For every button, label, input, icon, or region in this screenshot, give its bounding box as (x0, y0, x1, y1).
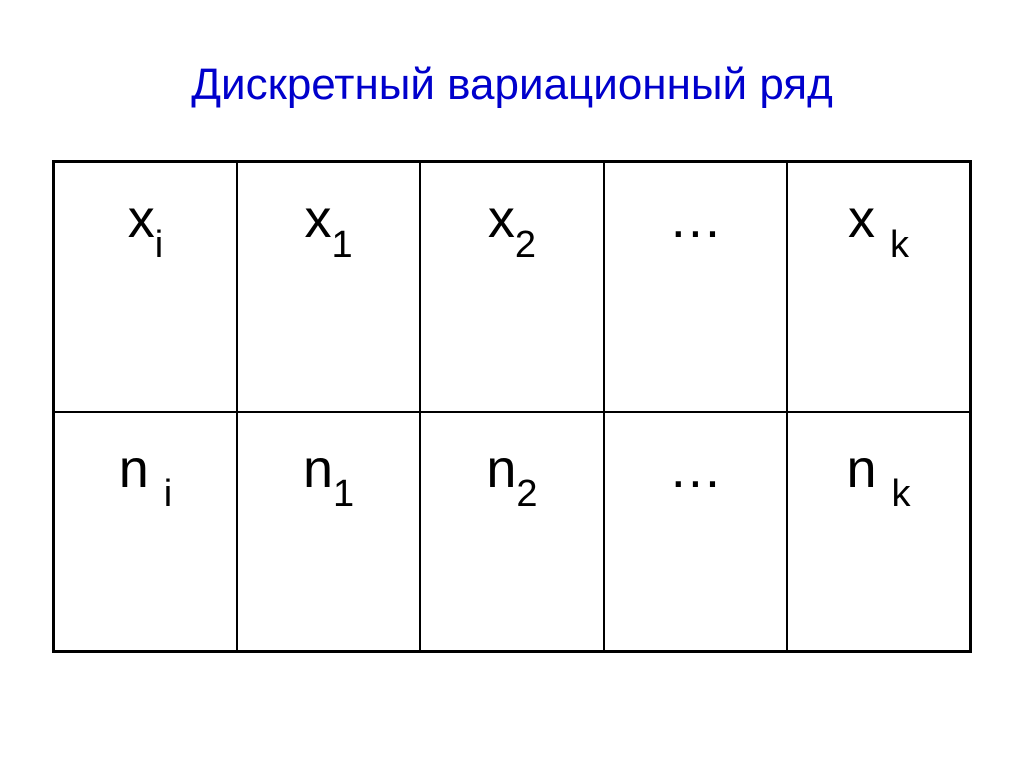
table-cell: … (604, 162, 787, 412)
cell-base: x (128, 189, 155, 249)
cell-base: x (848, 189, 890, 249)
cell-subscript: i (155, 224, 163, 266)
cell-base: n (486, 439, 516, 499)
cell-base: … (668, 439, 722, 499)
cell-subscript: k (892, 473, 911, 515)
table-cell: xi (54, 162, 237, 412)
cell-subscript: 1 (333, 473, 354, 515)
table-cell: n1 (237, 412, 420, 652)
cell-subscript: 2 (515, 224, 536, 266)
table-cell: n2 (420, 412, 603, 652)
cell-base: n (119, 439, 164, 499)
page-title: Дискретный вариационный ряд (191, 60, 833, 110)
cell-base: x (305, 189, 332, 249)
cell-base: n (303, 439, 333, 499)
table-row: n i n1 n2 … n k (54, 412, 971, 652)
cell-subscript: 2 (516, 473, 537, 515)
table-row: xi x1 x2 … x k (54, 162, 971, 412)
table-cell: x2 (420, 162, 603, 412)
cell-subscript: 1 (332, 224, 353, 266)
table-cell: x k (787, 162, 970, 412)
variation-table: xi x1 x2 … x k (52, 160, 972, 653)
cell-base: … (668, 189, 722, 249)
table-container: xi x1 x2 … x k (52, 160, 972, 653)
cell-subscript: k (890, 224, 909, 266)
cell-subscript: i (164, 473, 172, 515)
table-cell: n k (787, 412, 970, 652)
cell-base: n (847, 439, 892, 499)
cell-base: x (488, 189, 515, 249)
table-cell: x1 (237, 162, 420, 412)
table-cell: … (604, 412, 787, 652)
table-cell: n i (54, 412, 237, 652)
